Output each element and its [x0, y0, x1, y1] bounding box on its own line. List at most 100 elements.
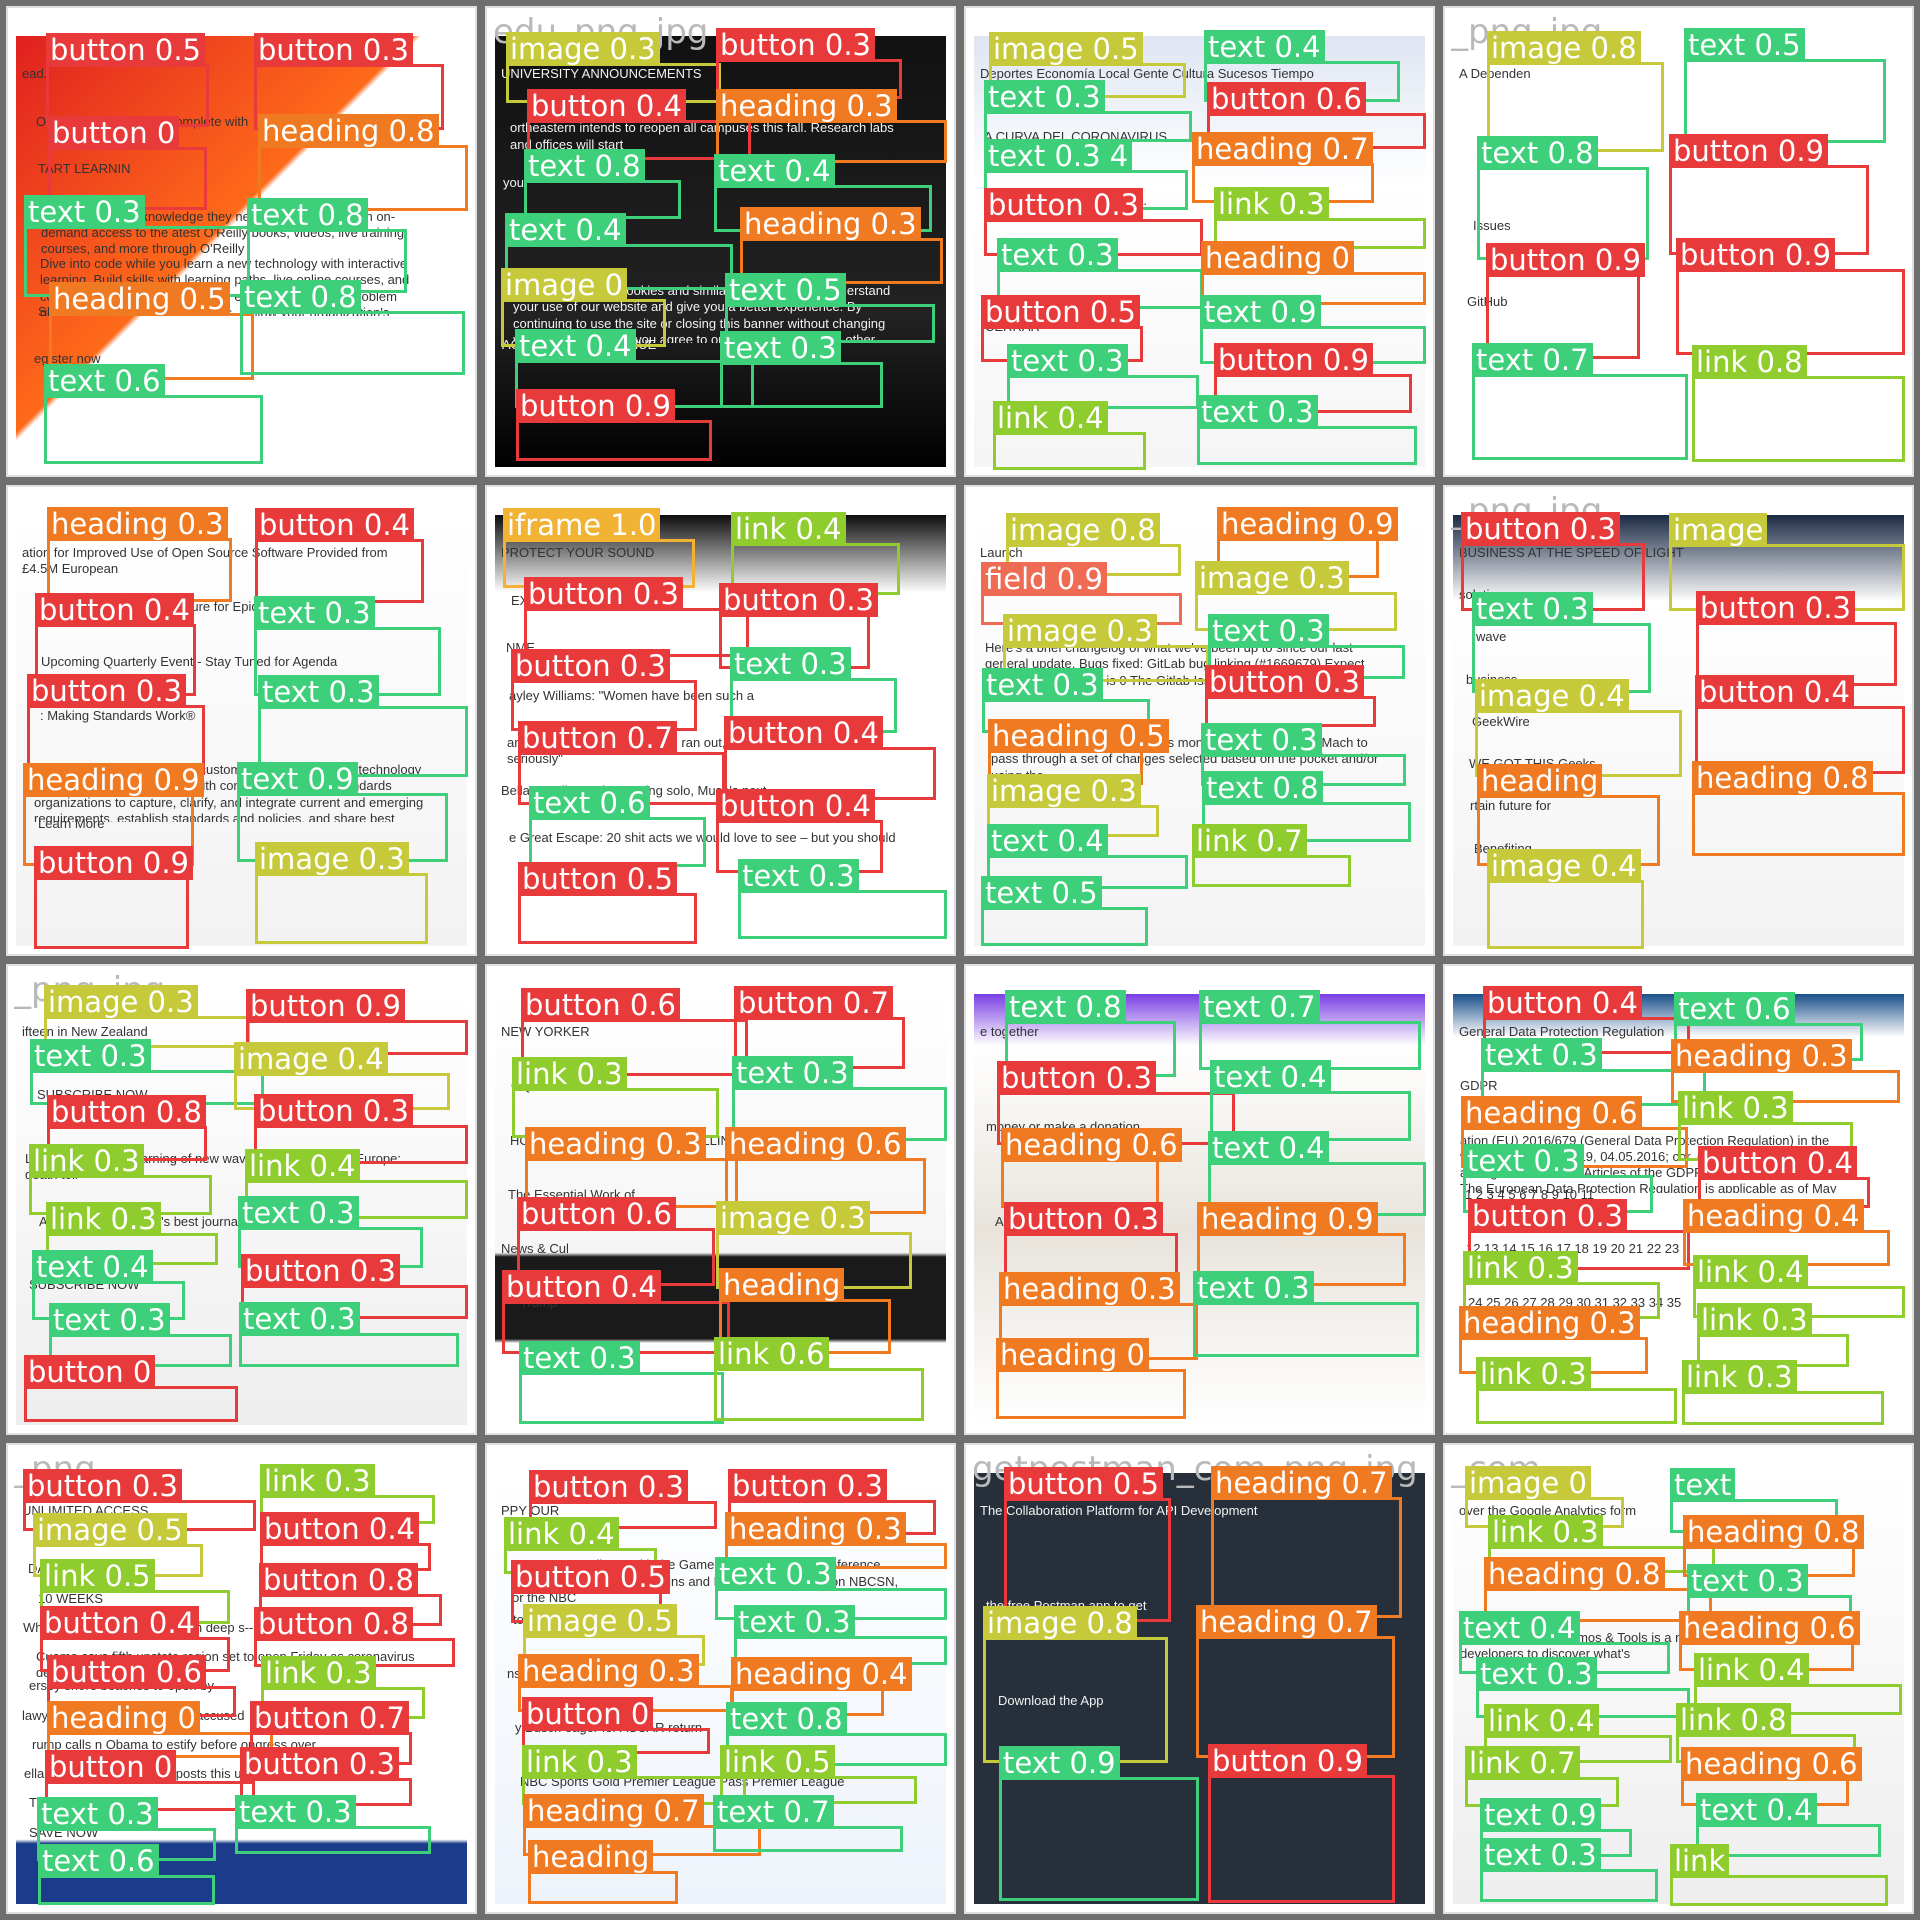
detection-label: button 0.3 — [241, 1253, 400, 1288]
detection-label: image 0.8 — [1487, 31, 1641, 65]
detection-label: heading 0.6 — [1461, 1096, 1642, 1130]
image-detection-box: image 0.3 — [255, 842, 428, 944]
detection-label: button 0.3 — [1468, 1199, 1627, 1233]
webpage-screenshot: The Collaboration Platform for API Devel… — [974, 1473, 1425, 1904]
detection-label: button 0.6 — [521, 988, 680, 1022]
page-text: TART LEARNIN — [38, 161, 131, 176]
detection-label: link 0.4 — [1694, 1652, 1809, 1687]
detection-label: link 0.3 — [260, 1464, 375, 1498]
button-detection-box: button 0.6 — [517, 1197, 715, 1286]
detection-label: button 0 — [48, 116, 180, 150]
detection-label: button 0.6 — [47, 1654, 206, 1689]
detection-label: heading — [1477, 764, 1603, 798]
detection-label: image 0.3 — [506, 32, 660, 66]
text-detection-box: text 0.3 — [1201, 723, 1406, 786]
page-text: Download the App — [998, 1693, 1104, 1708]
detection-label: link 0.4 — [731, 512, 846, 546]
detection-label: link — [1670, 1844, 1730, 1879]
text-detection-box: text 0.9 — [999, 1746, 1199, 1901]
text-detection-box: text 0.4 — [1696, 1792, 1881, 1858]
button-detection-box: button 0.9 — [246, 989, 468, 1055]
button-detection-box: button 0.3 — [27, 674, 205, 775]
detection-label: image 0.4 — [234, 1041, 388, 1076]
detection-label: heading 0.8 — [1484, 1557, 1665, 1592]
detection-label: button 0.5 — [46, 33, 205, 67]
detection-label: button 0.4 — [35, 593, 194, 627]
link-detection-box: link 0.7 — [1192, 824, 1351, 887]
button-detection-box: button 0.3 — [241, 1253, 468, 1319]
detection-label: text 0.3 4 — [984, 139, 1133, 173]
detection-label: text 0.4 — [32, 1249, 153, 1284]
button-detection-box: button 0.3 — [716, 28, 902, 99]
text-detection-box: text 0.3 — [1463, 1143, 1653, 1213]
button-detection-box: button 0.9 — [516, 389, 712, 461]
screenshot-tile: PROTECT YOUR SOUNDEXPLORE NOWNMEayley Wi… — [485, 485, 956, 956]
image-detection-box: image 0.4 — [1487, 849, 1644, 949]
detection-label: heading 0.3 — [47, 507, 228, 541]
screenshot-tile: ation for Improved Use of Open Source So… — [6, 485, 477, 956]
button-detection-box: button 0.9 — [1208, 1744, 1395, 1903]
link-detection-box: link 0.3 — [1476, 1356, 1677, 1424]
detection-label: heading 0.4 — [731, 1656, 912, 1691]
screenshot-tile: PPY OUR Happy Hour rolls on with the Game… — [485, 1443, 956, 1914]
detection-label: text 0.3 — [715, 1557, 836, 1592]
text-detection-box: text 0.4 — [1459, 1611, 1670, 1674]
detection-label: heading 0 — [47, 1701, 200, 1736]
detection-label: button 0.8 — [47, 1095, 206, 1129]
page-text: GeekWire — [1472, 713, 1530, 729]
detection-label: text 0.3 — [1193, 1271, 1314, 1305]
detection-label: text 0.8 — [726, 1702, 847, 1737]
detection-label: text 0.7 — [713, 1794, 834, 1829]
link-detection-box: link 0.6 — [714, 1337, 924, 1421]
button-detection-box: button 0.4 — [1698, 1145, 1870, 1208]
button-detection-box: button 0.5 — [46, 33, 209, 127]
button-detection-box: button 0.6 — [1207, 81, 1426, 149]
detection-label: text 0.3 — [1480, 1838, 1601, 1873]
detection-label: button 0.8 — [259, 1563, 418, 1598]
detection-label: heading — [528, 1840, 654, 1875]
detection-label: text 0.8 — [247, 198, 368, 232]
detection-label: text 0.3 — [1687, 1564, 1808, 1599]
detection-label: text 0.4 — [1696, 1792, 1817, 1827]
detection-label: image — [1669, 513, 1768, 547]
button-detection-box: button 0.3 — [1696, 591, 1897, 686]
detection-label: button 0.9 — [1214, 343, 1373, 377]
detection-label: text 0.4 — [987, 824, 1108, 858]
detection-label: link 0.4 — [1693, 1254, 1808, 1289]
detection-label: text 0.3 — [738, 859, 859, 893]
detection-label: text 0.3 — [1463, 1143, 1584, 1178]
page-text: Launch — [980, 545, 1023, 560]
detection-label: text 0.3 — [1472, 592, 1593, 626]
link-detection-box: link 0.4 — [993, 400, 1146, 470]
screenshot-tile: Deportes Economía Local Gente Cultura Su… — [964, 6, 1435, 477]
detection-label: heading 0.6 — [725, 1127, 906, 1161]
button-detection-box: button 0.4 — [716, 789, 883, 873]
detection-label: text 0.8 — [1005, 990, 1126, 1024]
text-detection-box: text 0.3 — [235, 1794, 431, 1855]
detection-label: heading 0.3 — [1459, 1306, 1640, 1340]
text-detection-box: text 0.3 4 — [984, 139, 1188, 210]
field-detection-box: field 0.9 — [981, 561, 1182, 625]
detection-label: button 0.5 — [511, 1560, 670, 1595]
screenshot-tile: Launch Here's a brief changelog of what w… — [964, 485, 1435, 956]
screenshot-tile: NEW YORKERGQ's Best StuffHOW THE CORONAV… — [485, 964, 956, 1435]
detection-label: link 0.3 — [1463, 1250, 1578, 1285]
detection-label: link 0.3 — [29, 1143, 144, 1178]
detection-label: heading 0 — [1201, 241, 1354, 275]
heading-detection-box: heading 0.8 — [1692, 761, 1905, 856]
button-detection-box: button 0.5 — [511, 1560, 670, 1623]
detection-label: text 0.3 — [258, 675, 379, 709]
detection-label: heading 0.7 — [523, 1793, 704, 1828]
text-detection-box: text 0.3 — [519, 1341, 724, 1424]
detection-label: button 0.3 — [1205, 664, 1364, 699]
image-detection-box: image 0.3 — [1003, 614, 1209, 682]
heading-detection-box: heading — [528, 1840, 678, 1904]
screenshot-tile: over the Google Analytics form Google Ana… — [1443, 1443, 1914, 1914]
detection-label: heading 0.3 — [525, 1127, 706, 1161]
heading-detection-box: heading 0.3 — [740, 207, 943, 284]
detection-label: text 0.3 — [1007, 344, 1128, 378]
text-detection-box: text 0.8 — [247, 198, 407, 293]
heading-detection-box: heading 0.9 — [1197, 1202, 1406, 1286]
page-text: 10 WEEKS — [38, 1590, 104, 1606]
detection-label: button 0.5 — [981, 294, 1140, 329]
